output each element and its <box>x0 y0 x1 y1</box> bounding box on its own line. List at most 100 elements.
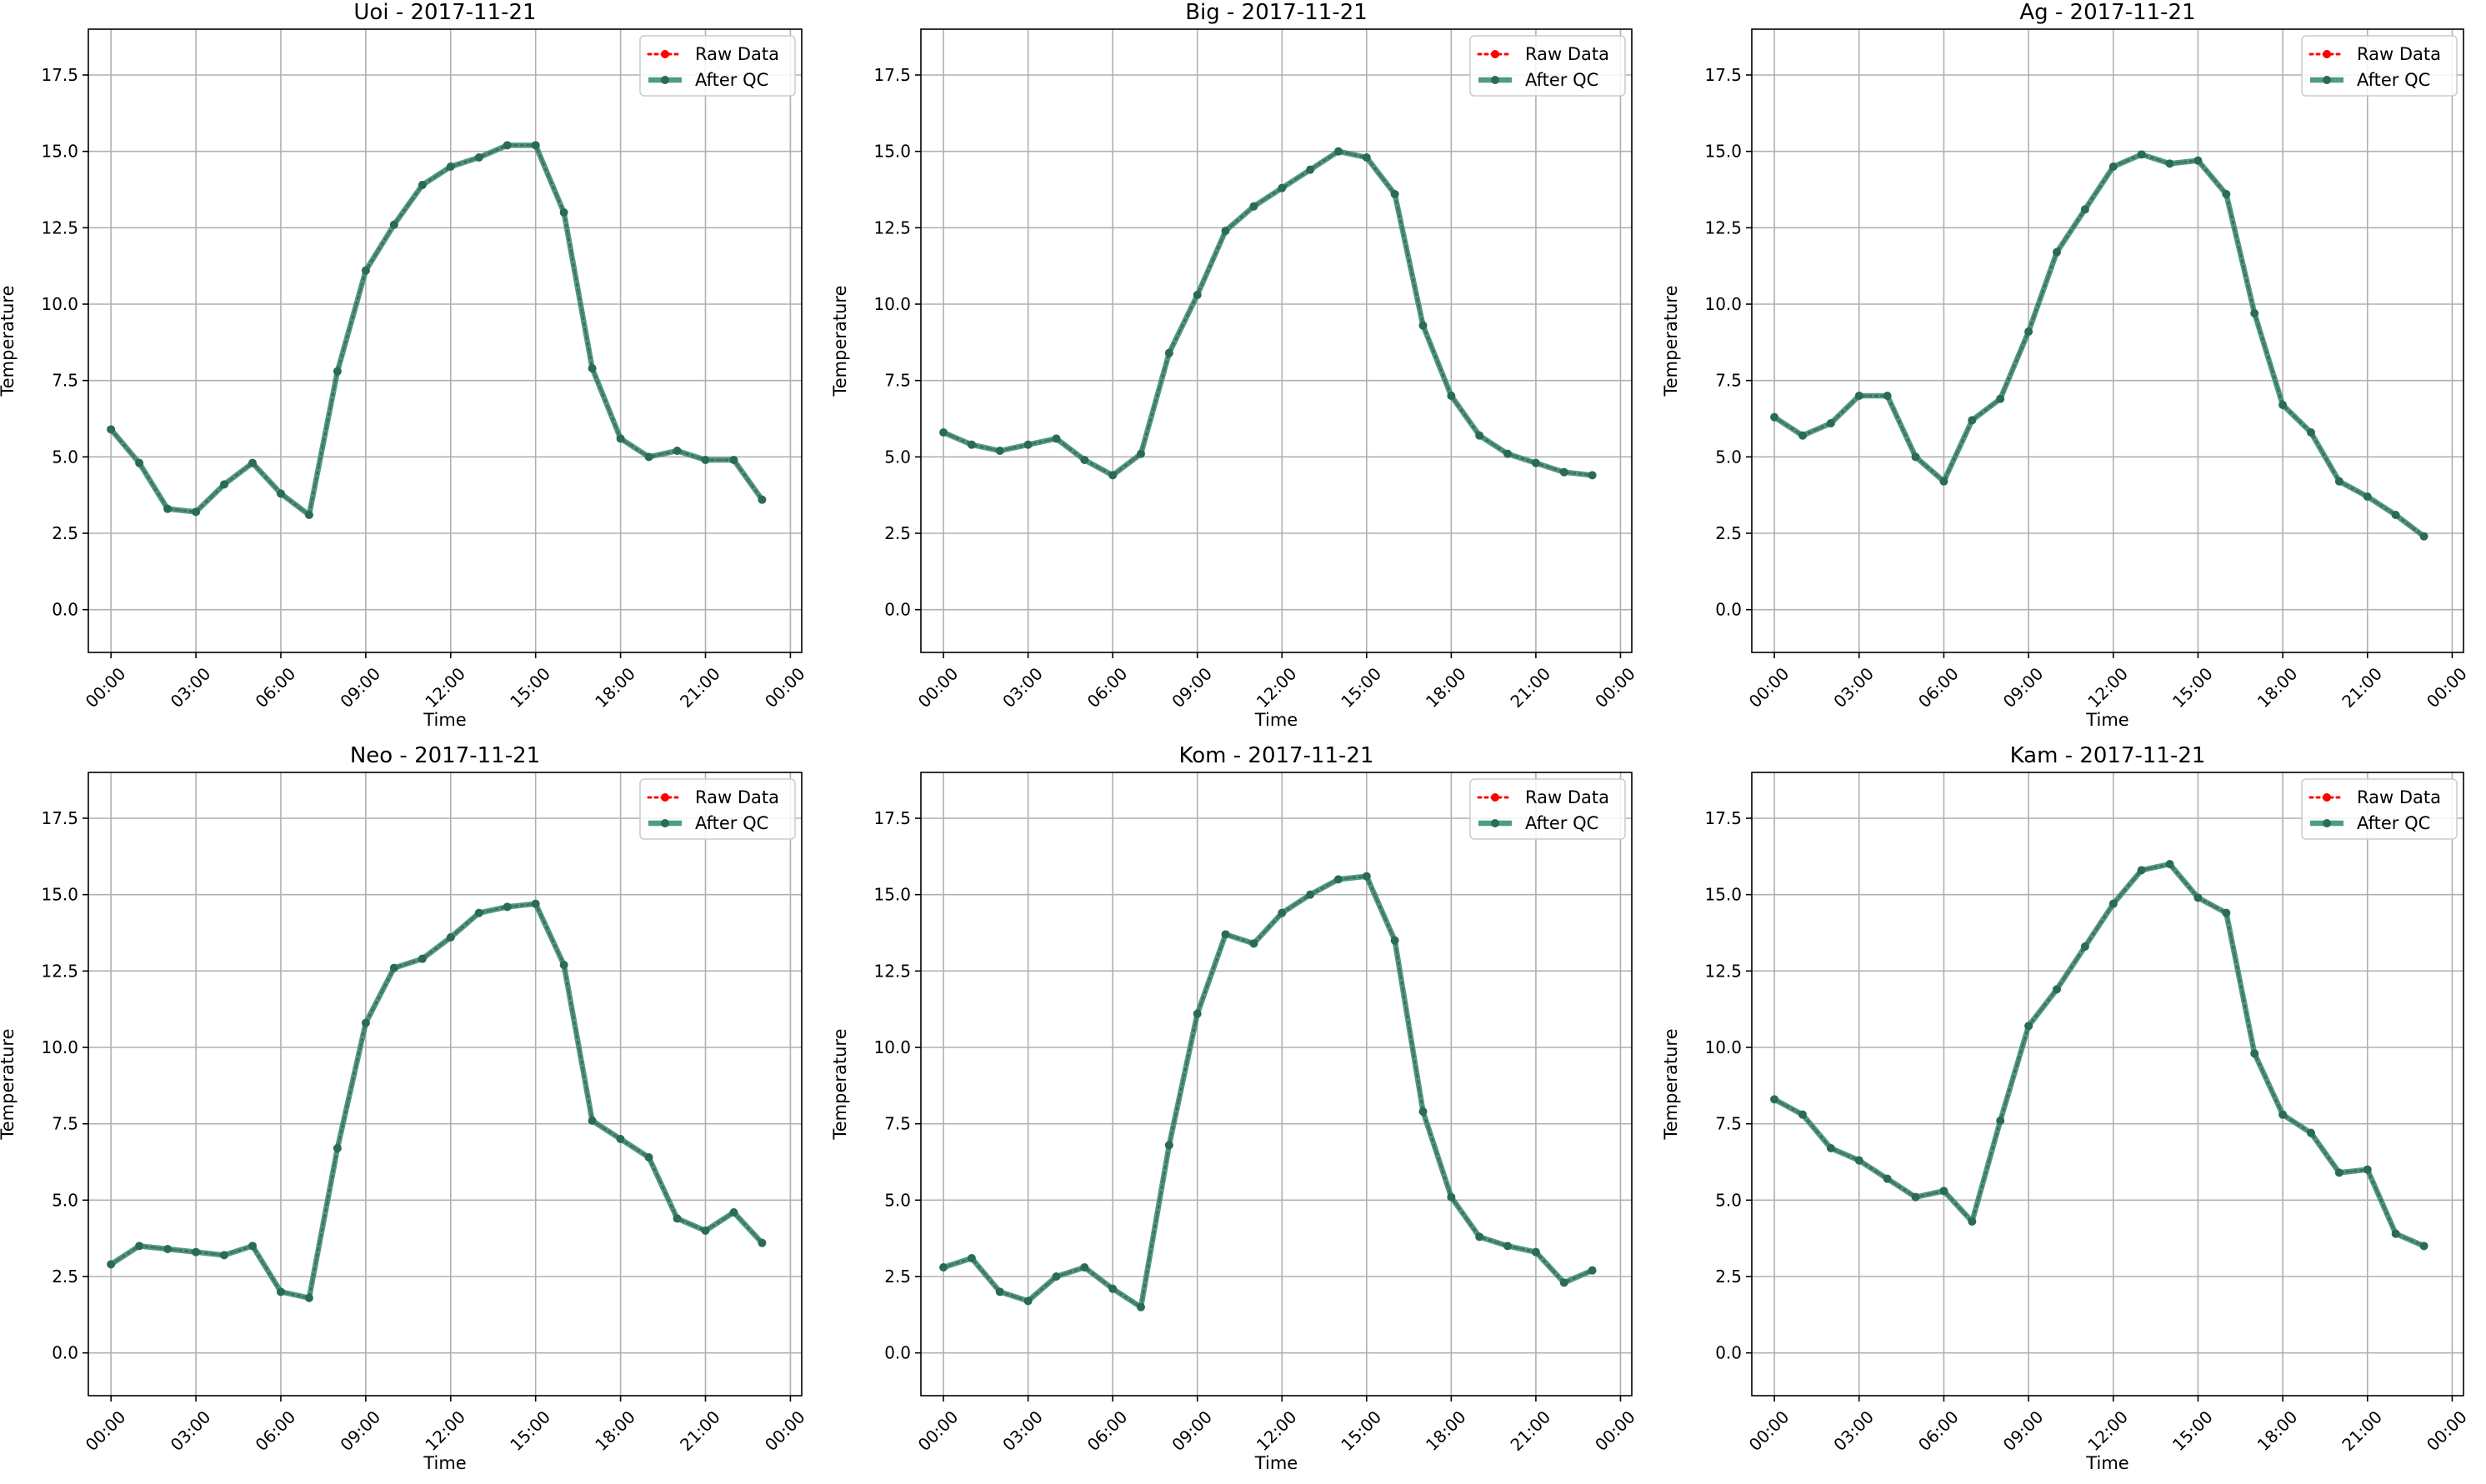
data-point-after-qc <box>1826 1144 1835 1152</box>
y-tick-label: 5.0 <box>52 1190 78 1210</box>
y-tick-label: 0.0 <box>884 1343 911 1363</box>
x-tick-label: 00:00 <box>82 1407 130 1455</box>
y-tick-label: 17.5 <box>1704 808 1742 828</box>
data-point-after-qc <box>1939 477 1948 486</box>
chart-title: Kom - 2017-11-21 <box>1179 743 1374 768</box>
series-line-after-qc <box>109 901 764 1301</box>
legend: Raw Data After QC <box>2301 35 2458 97</box>
data-point-after-qc <box>333 367 342 376</box>
y-tick-label: 2.5 <box>52 523 78 543</box>
y-tick-label: 12.5 <box>873 961 911 981</box>
x-tick-label: 00:00 <box>1745 1407 1793 1455</box>
y-axis-label: Temperature <box>830 1028 850 1140</box>
data-point-after-qc <box>616 434 625 443</box>
data-point-after-qc <box>1588 1266 1597 1275</box>
x-tick-label: 00:00 <box>1591 663 1639 712</box>
data-point-after-qc <box>276 489 285 498</box>
chart-panel: Uoi - 2017-11-21 0.0 2.5 5.0 7.5 10.0 12.5 15.0… <box>0 0 809 730</box>
data-point-after-qc <box>1390 190 1399 198</box>
series-line-after-qc <box>943 873 1593 1310</box>
x-tick-label: 18:00 <box>591 1407 639 1455</box>
data-point-after-qc <box>192 1247 201 1257</box>
data-point-after-qc <box>729 1208 738 1217</box>
data-point-after-qc <box>1911 452 1920 462</box>
series-line-after-qc <box>1773 861 2425 1249</box>
y-tick-label: 17.5 <box>873 65 911 85</box>
data-point-after-qc <box>163 504 173 513</box>
data-point-after-qc <box>1080 1263 1089 1272</box>
data-point-after-qc <box>673 447 682 455</box>
x-tick-label: 12:00 <box>2083 663 2132 712</box>
y-tick-label: 15.0 <box>41 885 78 905</box>
data-point-after-qc <box>1503 449 1513 458</box>
series-overlay-after-qc <box>1773 862 2424 1247</box>
data-point-after-qc <box>389 220 398 229</box>
data-point-after-qc <box>1108 1284 1118 1293</box>
x-tick-label: 09:00 <box>1168 1407 1216 1455</box>
data-point-after-qc <box>1770 412 1779 422</box>
y-tick-label: 7.5 <box>52 371 78 391</box>
data-point-after-qc <box>1798 431 1807 440</box>
x-axis-label: Time <box>2085 710 2128 730</box>
y-tick-label: 5.0 <box>1715 447 1742 467</box>
y-tick-label: 15.0 <box>1704 885 1742 905</box>
data-point-after-qc <box>107 425 116 434</box>
x-axis-label: Time <box>423 710 466 730</box>
x-tick-label: 03:00 <box>167 663 215 712</box>
y-tick-label: 5.0 <box>52 447 78 467</box>
data-point-after-qc <box>163 1245 173 1253</box>
y-tick-label: 10.0 <box>873 1037 911 1057</box>
y-tick-label: 10.0 <box>41 294 78 314</box>
y-tick-label: 10.0 <box>873 294 911 314</box>
plot-frame <box>88 28 803 653</box>
y-tick-label: 0.0 <box>884 600 911 620</box>
data-point-after-qc <box>1854 392 1863 400</box>
data-point-after-qc <box>361 266 370 275</box>
legend-marker-after-qc <box>1491 76 1499 84</box>
data-point-after-qc <box>1418 1107 1428 1116</box>
y-tick-label: 10.0 <box>1704 294 1742 314</box>
x-tick-label: 06:00 <box>252 663 300 712</box>
x-tick-label: 03:00 <box>1829 663 1878 712</box>
x-tick-label: 12:00 <box>421 663 469 712</box>
data-point-after-qc <box>2165 860 2174 868</box>
data-point-after-qc <box>701 1227 710 1235</box>
y-tick-label: 10.0 <box>41 1037 78 1057</box>
data-point-after-qc <box>644 452 653 462</box>
data-point-after-qc <box>1052 1272 1061 1281</box>
data-point-after-qc <box>2108 162 2118 171</box>
x-tick-label: 00:00 <box>2423 663 2471 712</box>
legend-label-after-qc: After QC <box>695 70 768 90</box>
y-tick-label: 2.5 <box>884 523 911 543</box>
data-point-after-qc <box>276 1287 285 1297</box>
data-point-after-qc <box>939 428 948 437</box>
x-tick-label: 06:00 <box>1083 1407 1132 1455</box>
data-point-after-qc <box>1306 890 1315 899</box>
y-tick-label: 7.5 <box>1715 371 1742 391</box>
data-point-after-qc <box>1052 434 1061 443</box>
x-tick-label: 06:00 <box>1083 663 1132 712</box>
series-line-after-qc <box>1773 152 2426 539</box>
data-point-after-qc <box>2334 1168 2343 1177</box>
x-tick-label: 09:00 <box>336 663 384 712</box>
x-tick-label: 09:00 <box>1168 663 1216 712</box>
chart-panel: Kom - 2017-11-21 0.0 2.5 5.0 7.5 10.0 12.5 15.0… <box>830 743 1639 1473</box>
legend-label-after-qc: After QC <box>2357 70 2430 90</box>
data-point-after-qc <box>559 961 568 969</box>
data-point-after-qc <box>1854 1156 1863 1165</box>
data-point-after-qc <box>1531 1247 1540 1257</box>
y-tick-label: 2.5 <box>884 1267 911 1287</box>
data-point-after-qc <box>474 908 483 917</box>
plot-frame <box>88 772 803 1397</box>
data-point-after-qc <box>1503 1242 1513 1251</box>
x-tick-label: 18:00 <box>591 663 639 712</box>
chart-panel: Neo - 2017-11-21 0.0 2.5 5.0 7.5 10.0 12.5 15.0… <box>0 743 809 1473</box>
x-tick-label: 21:00 <box>676 663 724 712</box>
data-point-after-qc <box>1826 419 1835 427</box>
data-point-after-qc <box>503 141 512 150</box>
data-point-after-qc <box>2137 866 2146 875</box>
data-point-after-qc <box>1306 165 1315 174</box>
data-point-after-qc <box>673 1214 682 1223</box>
x-axis-label: Time <box>2085 1453 2128 1473</box>
